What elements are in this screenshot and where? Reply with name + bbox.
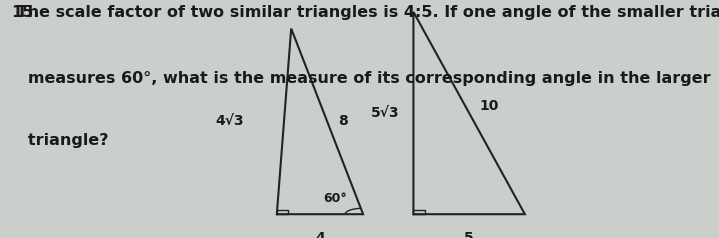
Text: measures 60°, what is the measure of its corresponding angle in the larger: measures 60°, what is the measure of its… (11, 71, 710, 86)
Text: 5: 5 (464, 231, 474, 238)
Text: 60°: 60° (324, 192, 347, 205)
Text: triangle?: triangle? (11, 133, 109, 148)
Text: The scale factor of two similar triangles is 4:5. If one angle of the smaller tr: The scale factor of two similar triangle… (11, 5, 719, 20)
Text: 5√3: 5√3 (370, 106, 399, 120)
Text: 10: 10 (480, 99, 499, 113)
Text: 8: 8 (338, 114, 348, 128)
Text: 4: 4 (315, 231, 325, 238)
Text: 15.: 15. (11, 5, 39, 20)
Text: 4√3: 4√3 (216, 114, 244, 128)
